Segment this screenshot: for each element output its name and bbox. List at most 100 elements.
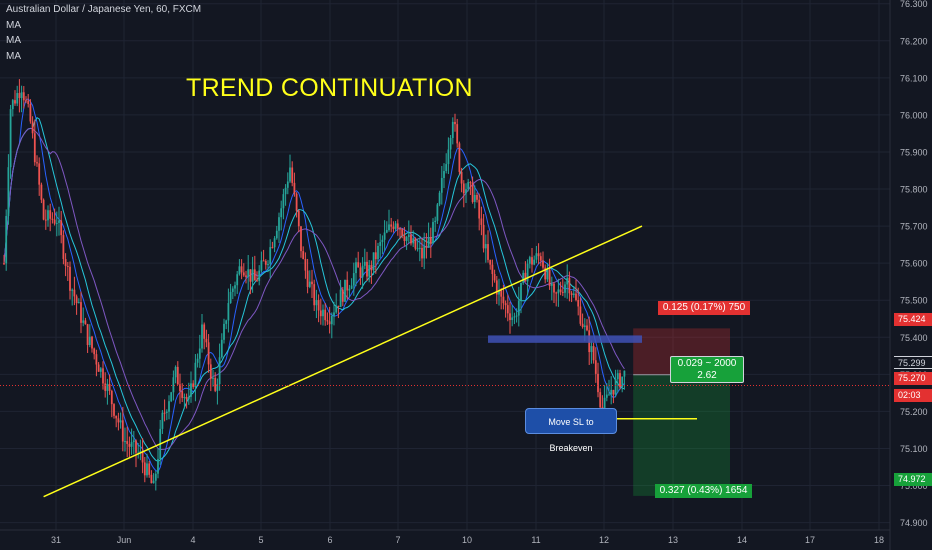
breakeven-callout[interactable]: Move SL to Breakeven <box>525 408 617 453</box>
candle-body <box>163 412 166 414</box>
candle-body <box>605 394 608 398</box>
candle-body <box>506 305 509 314</box>
candle-body <box>445 164 448 172</box>
candle-body <box>126 441 129 444</box>
y-tick-label: 75.600 <box>900 259 928 269</box>
candle-body <box>275 230 278 239</box>
candle-body <box>533 259 536 265</box>
candle-body <box>139 451 142 453</box>
candle-body <box>313 284 316 306</box>
candle-body <box>414 238 417 249</box>
candle-body <box>289 167 291 182</box>
candle-body <box>489 259 492 265</box>
candle-body <box>291 167 294 183</box>
candle-body <box>271 247 274 249</box>
candle-body <box>370 265 373 271</box>
candle-body <box>302 251 305 259</box>
symbol-title[interactable]: Australian Dollar / Japanese Yen, 60, FX… <box>6 4 202 15</box>
x-tick-label: 6 <box>327 535 332 545</box>
indicator-ma-2[interactable]: MA <box>6 35 21 46</box>
y-tick-label: 75.500 <box>900 296 928 306</box>
candle-body <box>135 440 137 453</box>
candle-body <box>119 420 122 423</box>
trend-annotation-text[interactable]: TREND CONTINUATION <box>186 74 473 102</box>
indicator-ma-3[interactable]: MA <box>6 50 21 62</box>
candle-body <box>201 324 203 349</box>
candle-body <box>194 362 197 387</box>
candle-body <box>478 199 481 219</box>
candle-body <box>377 245 379 260</box>
candle-body <box>583 325 586 327</box>
candle-body <box>284 187 287 195</box>
candle-body <box>40 184 43 200</box>
candle-body <box>273 238 276 248</box>
candle-body <box>33 133 36 163</box>
candle-body <box>383 232 386 240</box>
candle-body <box>165 411 168 413</box>
candle-body <box>568 277 571 294</box>
candle-body <box>82 320 85 323</box>
candle-body <box>3 263 5 265</box>
candle-body <box>337 305 340 307</box>
candle-body <box>86 324 89 346</box>
candle-body <box>548 269 551 286</box>
candle-body <box>482 224 485 249</box>
candle-body <box>429 237 432 244</box>
candle-body <box>205 338 208 343</box>
candle-body <box>172 377 175 393</box>
stop-loss-label[interactable]: 0.125 (0.17%) 750 <box>658 301 750 315</box>
candle-body <box>53 219 56 224</box>
candle-body <box>610 389 613 395</box>
candle-body <box>363 261 366 266</box>
candle-body <box>38 163 41 185</box>
candle-body <box>209 364 212 379</box>
candle-body <box>427 237 430 248</box>
candle-body <box>355 262 357 274</box>
candle-body <box>306 270 309 287</box>
candle-body <box>49 210 52 219</box>
candle-body <box>267 263 269 265</box>
candle-body <box>247 269 250 277</box>
candle-body <box>249 269 252 282</box>
candle-body <box>524 272 527 282</box>
candle-body <box>500 290 503 297</box>
candle-body <box>240 266 243 273</box>
candle-body <box>379 242 382 246</box>
candle-body <box>517 300 520 316</box>
risk-reward-label[interactable]: 0.029 ~ 2000 2.62 <box>670 356 744 383</box>
x-tick-label: 31 <box>51 535 61 545</box>
candle-body <box>581 323 584 327</box>
candle-body <box>42 199 45 220</box>
candle-body <box>29 104 32 122</box>
candle-body <box>128 443 131 447</box>
support-zone <box>488 335 642 343</box>
candle-body <box>339 289 342 307</box>
candle-body <box>225 320 228 324</box>
price-label-target: 74.972 <box>894 473 932 486</box>
price-label-entry: 75.299 <box>894 356 932 369</box>
candle-body <box>236 274 239 286</box>
candle-body <box>416 248 419 250</box>
risk-reward-line2: 2.62 <box>697 370 717 381</box>
candle-body <box>322 309 324 317</box>
candle-body <box>423 246 426 259</box>
candle-body <box>614 379 617 395</box>
candle-body <box>99 368 102 372</box>
candle-body <box>374 252 377 260</box>
candle-body <box>447 149 450 165</box>
candle-body <box>97 364 100 372</box>
candle-body <box>207 342 210 365</box>
candle-body <box>498 290 500 295</box>
candle-body <box>575 293 577 301</box>
candle-body <box>476 194 478 200</box>
chart-legend: Australian Dollar / Japanese Yen, 60, FX… <box>6 2 201 64</box>
candle-body <box>192 383 195 387</box>
candle-body <box>621 376 624 388</box>
candle-body <box>407 234 410 238</box>
take-profit-label[interactable]: 0.327 (0.43%) 1654 <box>655 484 752 498</box>
candle-body <box>495 280 498 295</box>
y-tick-label: 75.200 <box>900 407 928 417</box>
indicator-ma-1[interactable]: MA <box>6 19 21 31</box>
candle-body <box>242 272 245 276</box>
